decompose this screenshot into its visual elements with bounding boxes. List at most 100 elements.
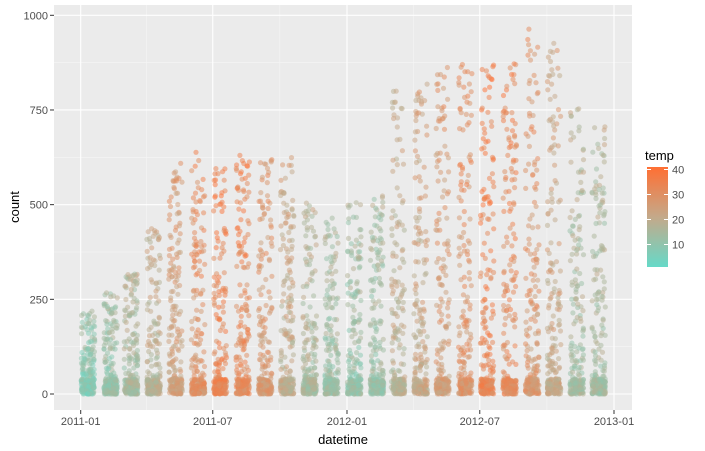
data-point	[464, 248, 470, 254]
data-point	[418, 95, 424, 101]
data-point	[257, 342, 263, 348]
data-point	[286, 267, 292, 273]
data-point	[311, 391, 317, 397]
data-point	[263, 161, 269, 167]
data-point	[335, 370, 341, 376]
data-point	[269, 273, 275, 279]
data-point	[244, 352, 250, 358]
data-point	[168, 234, 174, 240]
data-point	[526, 26, 532, 32]
data-point	[533, 370, 539, 376]
data-point	[530, 277, 536, 283]
data-point	[88, 325, 94, 331]
data-point	[394, 224, 400, 230]
data-point	[283, 220, 289, 226]
data-point	[394, 137, 400, 143]
data-point	[480, 202, 486, 208]
data-point	[357, 249, 363, 255]
data-point	[213, 245, 219, 251]
data-point	[400, 330, 406, 336]
data-point	[508, 206, 514, 212]
data-point	[466, 338, 472, 344]
data-point	[281, 291, 287, 297]
data-point	[392, 240, 398, 246]
data-point	[331, 376, 337, 382]
data-point	[190, 288, 196, 294]
data-point	[166, 217, 172, 223]
data-point	[240, 187, 247, 193]
data-point	[211, 255, 217, 261]
data-point	[501, 302, 507, 309]
data-point	[390, 322, 396, 328]
data-point	[461, 360, 467, 366]
data-point	[286, 162, 292, 168]
data-point	[504, 339, 510, 346]
data-point	[487, 372, 493, 378]
data-point	[219, 190, 225, 196]
data-point	[311, 386, 317, 392]
data-point	[129, 273, 135, 279]
data-point	[416, 174, 422, 180]
data-point	[388, 369, 394, 375]
data-point	[444, 151, 450, 157]
data-point	[125, 272, 131, 278]
data-point	[311, 293, 317, 299]
data-point	[86, 321, 92, 327]
data-point	[533, 203, 539, 209]
data-point	[236, 354, 242, 360]
data-point	[411, 382, 417, 388]
data-point	[512, 311, 518, 317]
data-point	[509, 128, 516, 134]
data-point	[367, 257, 374, 263]
data-point	[442, 205, 448, 211]
data-point	[438, 341, 444, 347]
data-point	[424, 237, 430, 243]
data-point	[546, 250, 552, 256]
data-point	[500, 346, 506, 352]
data-point	[556, 307, 562, 313]
data-point	[413, 291, 419, 297]
data-point	[153, 355, 159, 361]
data-point	[173, 273, 179, 279]
data-point	[238, 338, 244, 344]
data-point	[369, 305, 375, 311]
data-point	[506, 297, 513, 303]
data-point	[532, 184, 538, 190]
data-point	[216, 274, 222, 280]
data-point	[329, 244, 335, 250]
data-point	[278, 177, 284, 183]
data-point	[244, 336, 250, 342]
data-point	[420, 321, 426, 327]
data-point	[525, 333, 531, 339]
data-point	[416, 89, 422, 95]
data-point	[260, 284, 266, 290]
data-point	[524, 308, 530, 314]
data-point	[483, 68, 489, 74]
data-point	[156, 235, 162, 241]
data-point	[174, 178, 180, 184]
data-point	[552, 93, 558, 99]
data-point	[355, 382, 361, 388]
data-point	[401, 227, 407, 233]
data-point	[110, 385, 117, 391]
data-point	[462, 370, 468, 376]
data-point	[327, 386, 333, 392]
data-point	[479, 120, 485, 126]
data-point	[193, 333, 199, 339]
data-point	[104, 350, 111, 356]
data-point	[358, 391, 364, 397]
data-point	[436, 276, 442, 282]
data-point	[309, 278, 315, 284]
data-point	[487, 345, 493, 351]
data-point	[173, 356, 179, 362]
data-point	[175, 201, 181, 208]
data-point	[484, 286, 490, 292]
data-point	[358, 234, 364, 240]
data-point	[536, 242, 542, 248]
data-point	[461, 242, 467, 249]
data-point	[501, 268, 507, 274]
data-point	[191, 235, 198, 241]
data-point	[412, 286, 418, 293]
data-point	[415, 241, 421, 247]
data-point	[421, 164, 427, 170]
